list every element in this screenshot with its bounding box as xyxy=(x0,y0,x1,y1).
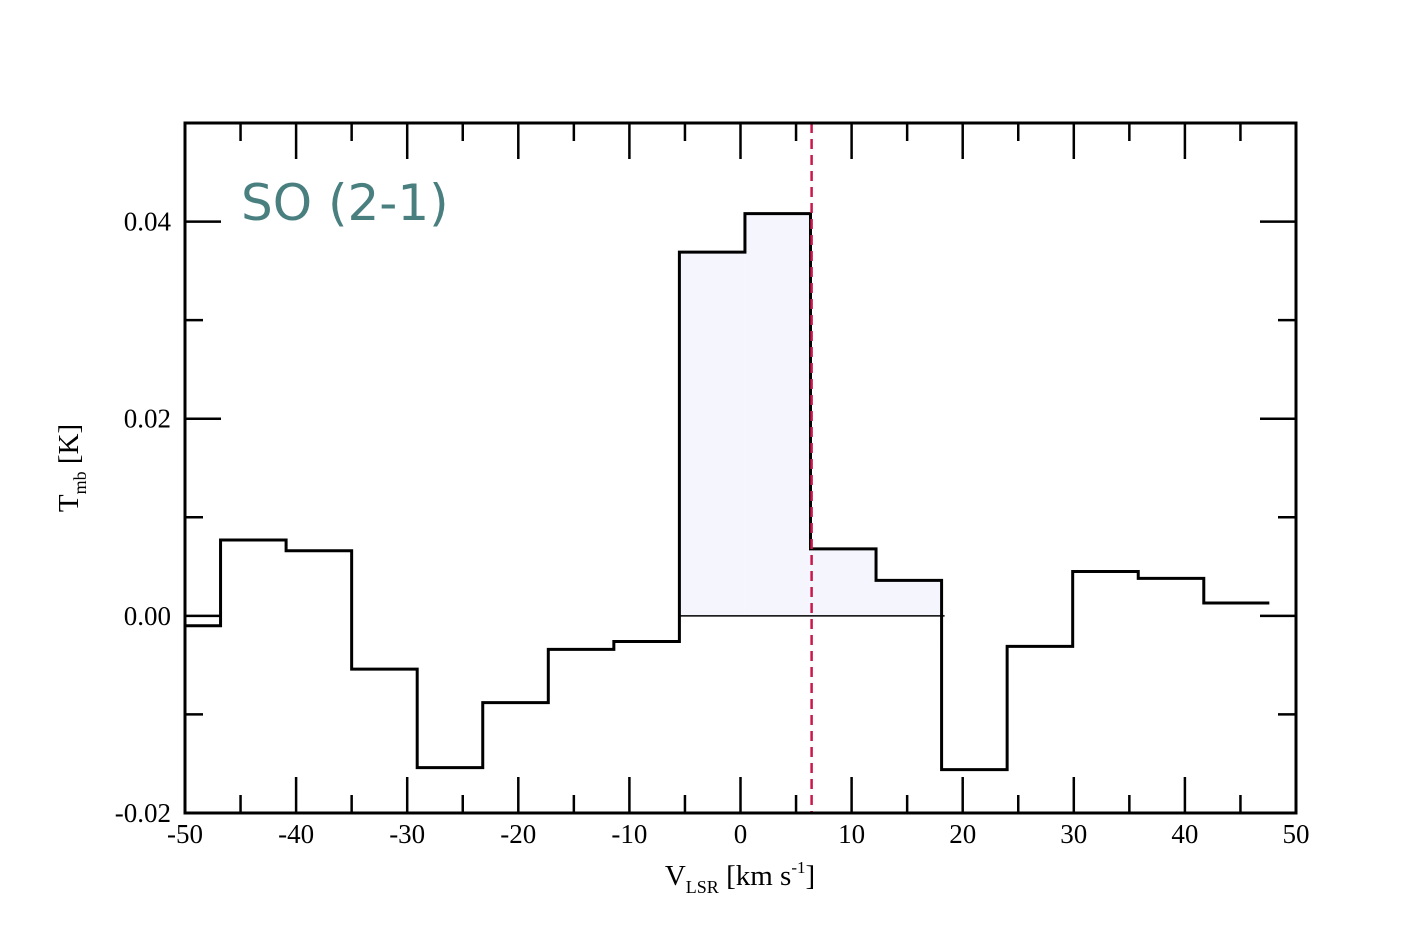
y-tick-label: 0.02 xyxy=(124,404,171,434)
x-axis-title: VLSR [km s-1] xyxy=(665,858,815,897)
x-tick-label: -50 xyxy=(167,819,203,849)
shaded-bin xyxy=(810,548,877,616)
x-tick-label: 20 xyxy=(949,819,976,849)
tick-labels: -50 -40 -30 -20 -10 0 10 20 30 40 50 -0.02 0.00 0.02 0… xyxy=(115,207,1310,849)
spectrum-line xyxy=(185,212,1270,772)
y-tick-label: -0.02 xyxy=(115,798,171,828)
x-tick-label: -10 xyxy=(611,819,647,849)
y-axis-title: Tmb [K] xyxy=(53,424,90,512)
x-tick-label: 10 xyxy=(838,819,865,849)
x-tick-label: 50 xyxy=(1283,819,1310,849)
molecule-line-label: SO (2-1) xyxy=(241,174,449,232)
y-tick-label: 0.04 xyxy=(124,207,172,237)
x-tick-label: 40 xyxy=(1171,819,1198,849)
shaded-bin xyxy=(679,252,745,616)
shaded-bin xyxy=(744,213,811,616)
x-tick-label: 30 xyxy=(1060,819,1087,849)
x-tick-label: 0 xyxy=(734,819,748,849)
x-tick-label: -40 xyxy=(278,819,314,849)
y-tick-label: 0.00 xyxy=(124,601,171,631)
x-tick-label: -30 xyxy=(389,819,425,849)
shaded-bin xyxy=(876,580,942,616)
x-tick-label: -20 xyxy=(500,819,536,849)
plot-frame xyxy=(183,121,1298,815)
integrated-region xyxy=(679,213,942,616)
